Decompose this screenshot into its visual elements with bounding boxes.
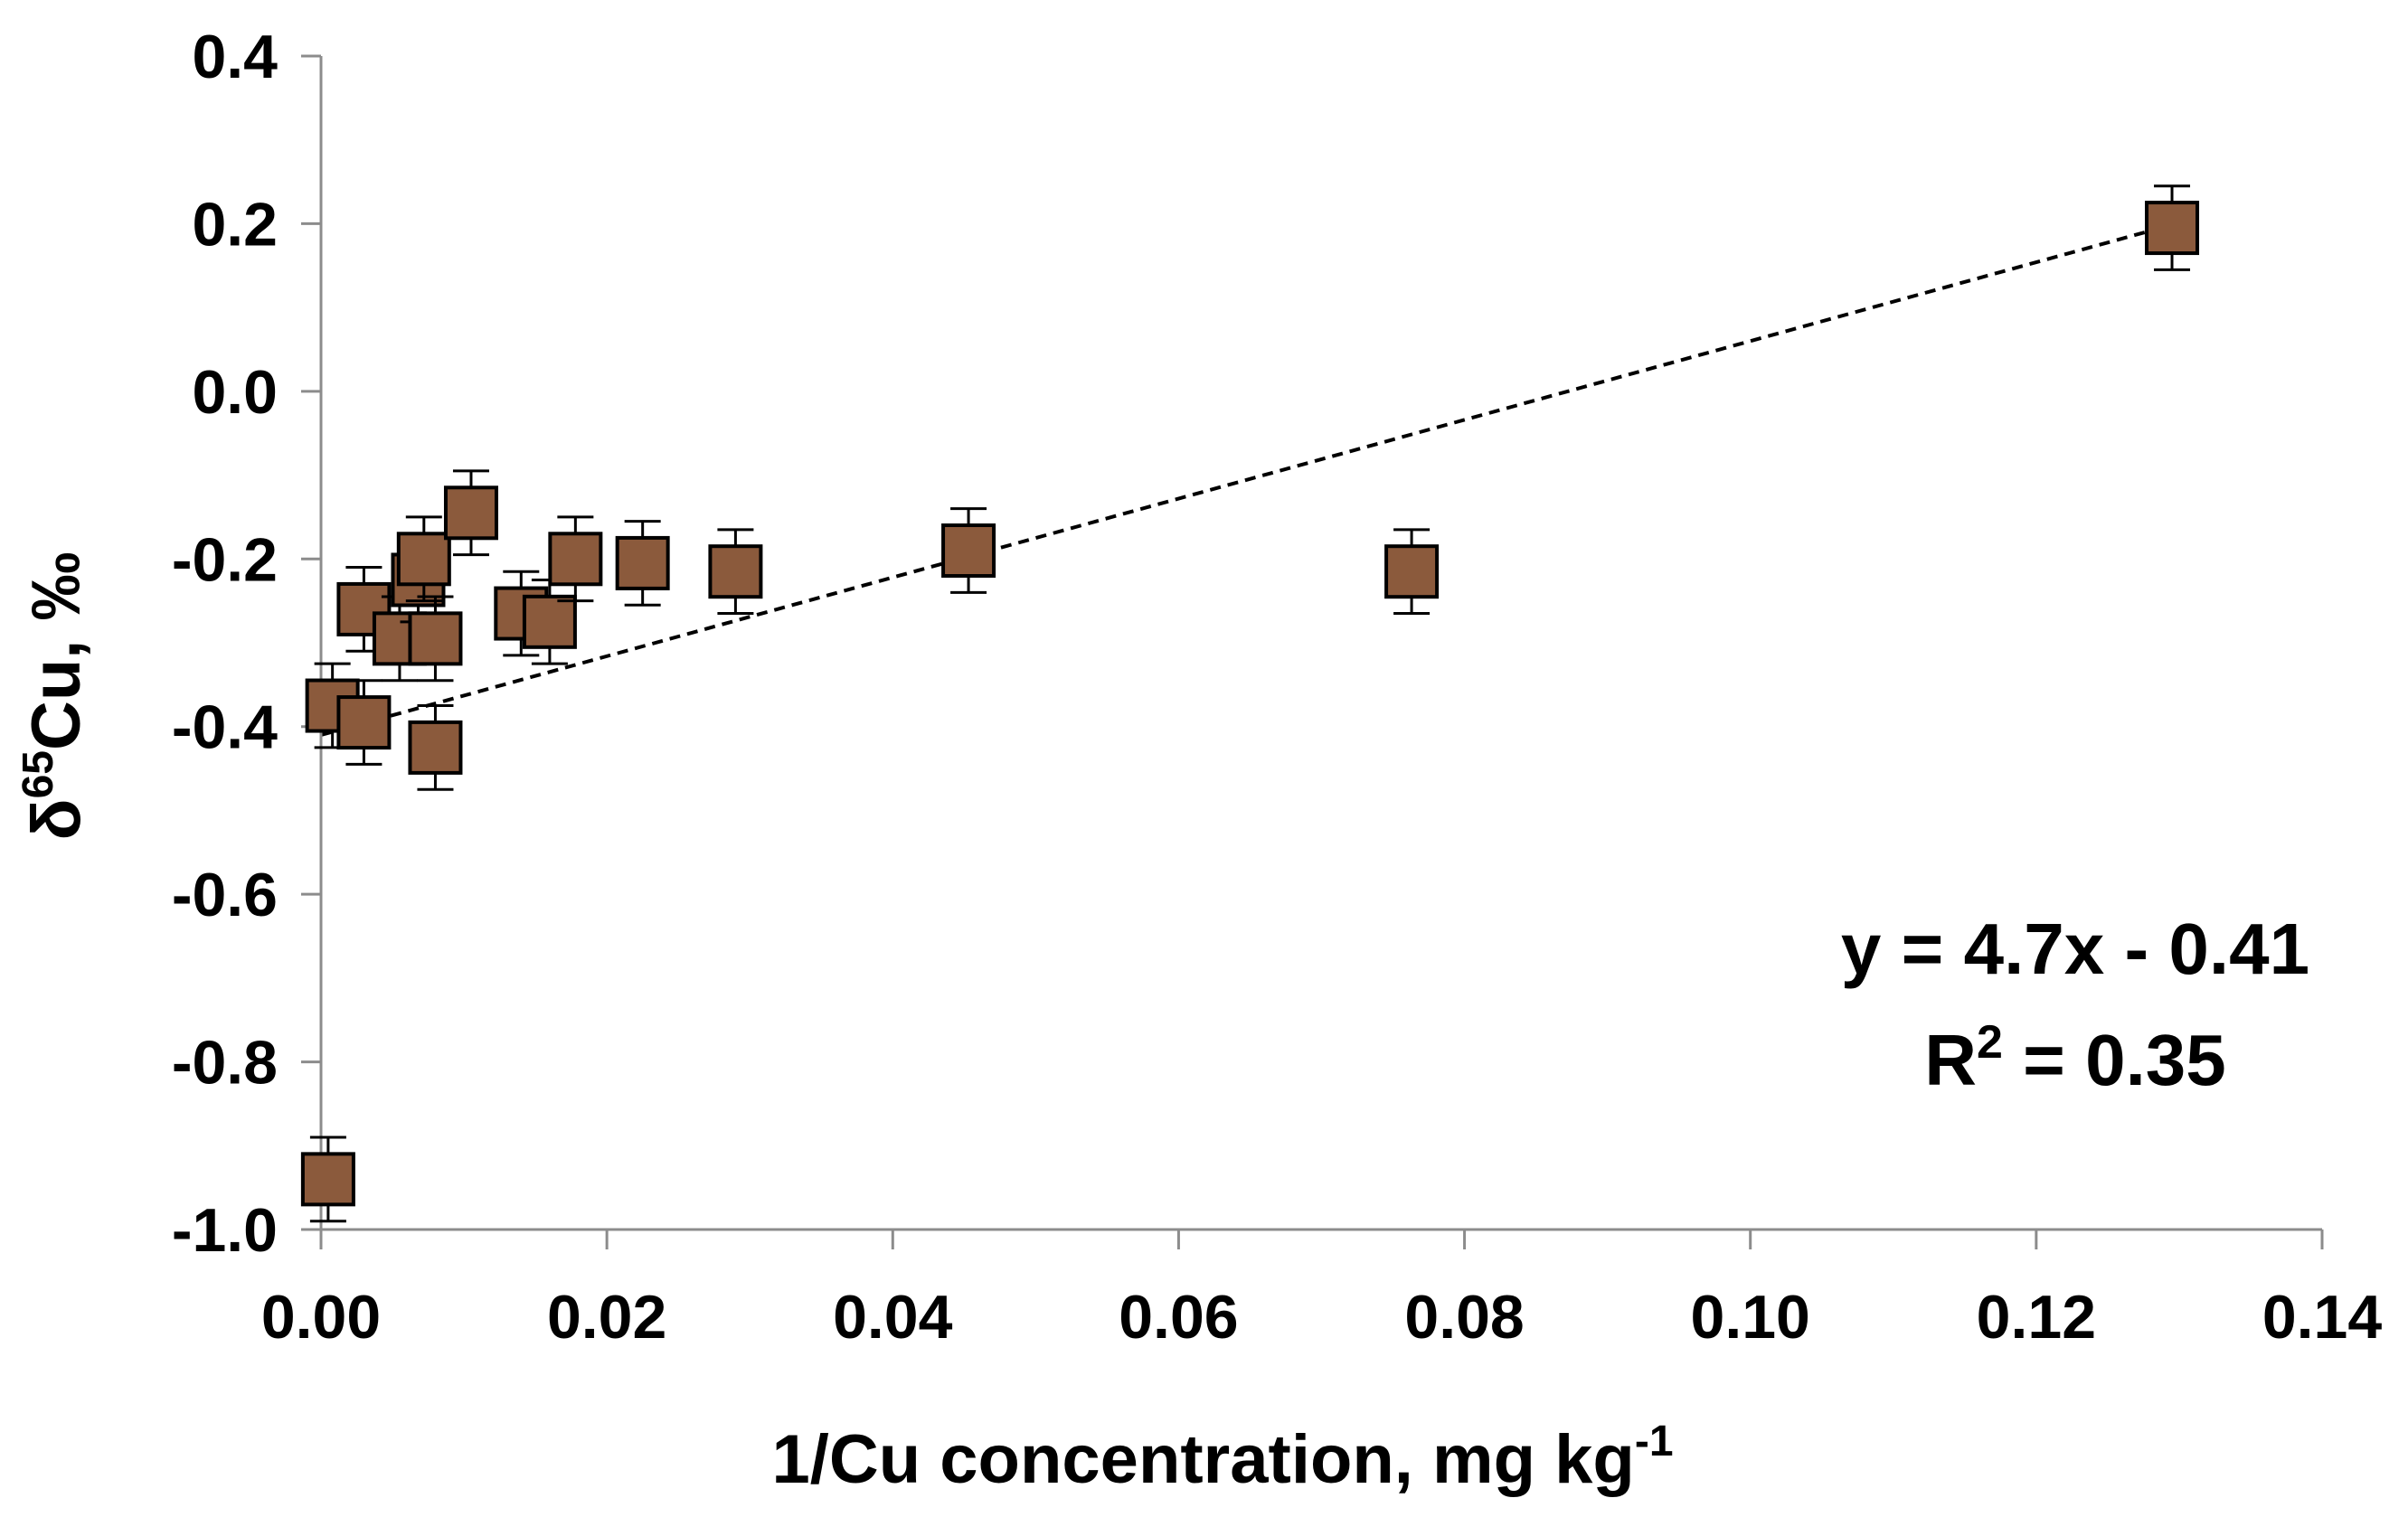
y-tick-label: -0.8 (172, 1029, 278, 1098)
data-point (396, 515, 451, 603)
point-marker (2145, 201, 2200, 256)
data-point (336, 679, 392, 766)
trendline-layer (320, 222, 2173, 737)
y-tick-label: 0.0 (192, 358, 278, 427)
y-axis-label-prefix: δ (18, 798, 95, 840)
data-point (408, 595, 463, 683)
data-point (941, 507, 996, 594)
data-point (1384, 528, 1440, 616)
x-tick-label: 0.12 (1977, 1283, 2096, 1352)
x-tick-label: 0.14 (2262, 1283, 2383, 1352)
r-squared-prefix: R (1924, 1020, 1977, 1100)
data-point (300, 1135, 355, 1223)
x-tick-label: 0.08 (1404, 1283, 1524, 1352)
point-marker (548, 532, 603, 587)
y-tick-label: -1.0 (172, 1196, 278, 1265)
y-axis-label: δ65Cu, ‰ (14, 551, 95, 840)
y-axis-label-superscript: 65 (14, 750, 62, 798)
r-squared-value: = 0.35 (2003, 1020, 2226, 1100)
x-tick-label: 0.04 (833, 1283, 953, 1352)
point-marker (1384, 544, 1440, 599)
y-tick-label: -0.6 (172, 861, 278, 929)
data-point (708, 528, 763, 616)
points-layer (300, 184, 2200, 1223)
point-marker (336, 581, 392, 636)
equation-annotation: y = 4.7x - 0.41 (1841, 909, 2309, 989)
point-marker (941, 523, 996, 579)
point-marker (300, 1152, 355, 1207)
y-tick-label: -0.2 (172, 525, 278, 594)
r-squared-annotation: R2 = 0.35 (1924, 1016, 2226, 1100)
point-marker (443, 485, 498, 541)
trendline (320, 222, 2173, 737)
y-tick-label: -0.4 (172, 693, 278, 762)
x-tick-label: 0.10 (1691, 1283, 1810, 1352)
x-tick-label: 0.02 (547, 1283, 666, 1352)
data-point (2145, 184, 2200, 271)
x-axis-label-text: 1/Cu concentration, mg kg (771, 1421, 1634, 1498)
y-tick-label: 0.4 (192, 23, 278, 91)
point-marker (408, 720, 463, 775)
data-point (548, 515, 603, 603)
axes-layer (319, 56, 2322, 1231)
data-point (408, 704, 463, 791)
point-marker (522, 594, 577, 649)
point-marker (708, 544, 763, 599)
data-point (615, 520, 670, 607)
point-marker (336, 695, 392, 750)
point-marker (408, 611, 463, 666)
x-tick-label: 0.06 (1119, 1283, 1238, 1352)
x-axis-label-superscript: -1 (1635, 1418, 1674, 1465)
y-tick-label: 0.2 (192, 190, 278, 259)
ticks-layer: 0.4 0.2 0.0 -0.2 -0.4 -0.6 -0.8 -1.0 0.00 0.02 0.0… (172, 23, 2383, 1352)
data-point (443, 469, 498, 557)
y-axis-label-suffix: Cu, ‰ (18, 551, 95, 750)
x-axis-label: 1/Cu concentration, mg kg-1 (771, 1418, 1673, 1498)
point-marker (396, 532, 451, 587)
data-point (336, 566, 392, 653)
x-tick-label: 0.00 (261, 1283, 381, 1352)
r-squared-superscript: 2 (1977, 1016, 2003, 1069)
point-marker (615, 535, 670, 590)
